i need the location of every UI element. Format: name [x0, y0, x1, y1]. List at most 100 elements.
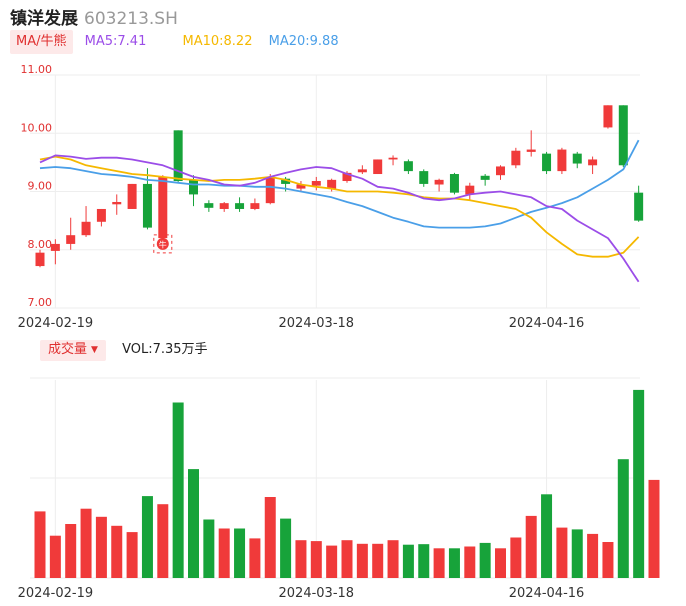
volume-bar [172, 402, 184, 578]
candle [634, 185, 644, 222]
volume-bar [479, 542, 491, 578]
candle [250, 198, 260, 211]
price-tick-label: 11.00 [21, 63, 53, 76]
price-tick-label: 7.00 [28, 296, 53, 309]
volume-tag-label: 成交量 [48, 342, 88, 357]
candle [158, 175, 168, 242]
volume-bar [464, 546, 476, 578]
candle [142, 168, 152, 230]
candle [50, 239, 60, 265]
candle [419, 169, 429, 187]
candle-body [496, 166, 505, 176]
ma10-line [39, 155, 640, 258]
candle-body [434, 179, 444, 185]
volume-bar [587, 533, 599, 578]
candle [588, 156, 598, 175]
volume-bar [418, 544, 430, 578]
bull-badge-circle [156, 237, 169, 250]
candle [235, 197, 245, 212]
volume-x-tick-label: 2024-04-16 [509, 586, 585, 601]
volume-x-tick-label: 2024-02-19 [18, 586, 94, 601]
indicator-selector[interactable]: MA/牛熊 [10, 30, 73, 54]
candle-body [35, 252, 45, 267]
candle-body [373, 159, 383, 175]
volume-indicator-selector[interactable]: 成交量 ▼ [40, 340, 106, 361]
candle-body [127, 183, 137, 209]
candle [35, 249, 45, 268]
volume-legend: 成交量 ▼ VOL:7.35万手 [40, 340, 208, 362]
volume-bar [249, 538, 261, 578]
volume-bar [372, 543, 384, 578]
candle-body [403, 161, 413, 172]
ma5-legend: MA5:7.41 [84, 34, 147, 49]
volume-bar [433, 548, 445, 578]
candle-body [419, 171, 429, 184]
candle-body [235, 203, 245, 209]
candle [496, 165, 505, 180]
candle-body [281, 178, 291, 184]
candle [373, 159, 383, 175]
candle [173, 130, 183, 183]
bull-signal-badge: 牛 [153, 234, 173, 254]
candle [357, 165, 367, 175]
candle-body [357, 169, 367, 173]
candle-body [142, 183, 152, 228]
candle-body [603, 105, 613, 128]
candle [618, 105, 628, 168]
volume-bar [95, 516, 107, 578]
volume-bar [295, 540, 307, 578]
volume-bar [280, 518, 292, 578]
volume-value: VOL:7.35万手 [122, 342, 208, 358]
candle-body [526, 149, 536, 152]
volume-bar [356, 543, 368, 578]
volume-bar [310, 541, 322, 578]
stock-header: 镇洋发展 603213.SH [10, 4, 178, 29]
candle-body [66, 235, 76, 244]
candle-body [588, 159, 598, 166]
candle-body [572, 153, 582, 164]
volume-x-tick-label: 2024-03-18 [279, 586, 355, 601]
volume-bar [141, 496, 153, 578]
candle [66, 217, 76, 250]
volume-bar [49, 535, 61, 578]
volume-bar [126, 532, 138, 578]
volume-bar [188, 469, 199, 578]
candle [526, 130, 536, 157]
candle-body [511, 150, 521, 166]
candle [127, 183, 137, 209]
volume-bar [326, 545, 338, 578]
volume-bar [541, 494, 553, 578]
candle-body [250, 203, 260, 209]
candle [219, 201, 229, 212]
ma-legend: MA/牛熊 MA5:7.41 MA10:8.22 MA20:9.88 [10, 30, 339, 54]
candle-body [634, 192, 644, 221]
candle-body [449, 174, 459, 193]
candle-body [311, 181, 321, 186]
candle [403, 159, 413, 175]
candle [449, 172, 459, 195]
candle-body [557, 149, 567, 172]
candle [511, 147, 521, 169]
candle-body [480, 175, 490, 180]
candle-body [50, 243, 60, 251]
volume-bar [387, 540, 399, 578]
volume-bar [218, 528, 230, 578]
bull-badge-frame [153, 234, 173, 254]
candle-body [342, 172, 352, 182]
candle [96, 208, 106, 227]
candle-body [265, 176, 275, 204]
volume-bar [65, 524, 77, 578]
candle-body [327, 179, 337, 189]
candle-body [158, 176, 168, 239]
candle [265, 174, 275, 205]
price-x-tick-label: 2024-02-19 [18, 316, 94, 331]
price-x-tick-label: 2024-04-16 [509, 316, 585, 331]
candle [434, 178, 444, 192]
volume-bar [402, 544, 414, 578]
volume-bar [602, 542, 614, 578]
candle [311, 176, 321, 191]
bull-badge-text: 牛 [159, 239, 167, 249]
volume-bar [341, 540, 353, 578]
ma20-line [39, 139, 640, 229]
